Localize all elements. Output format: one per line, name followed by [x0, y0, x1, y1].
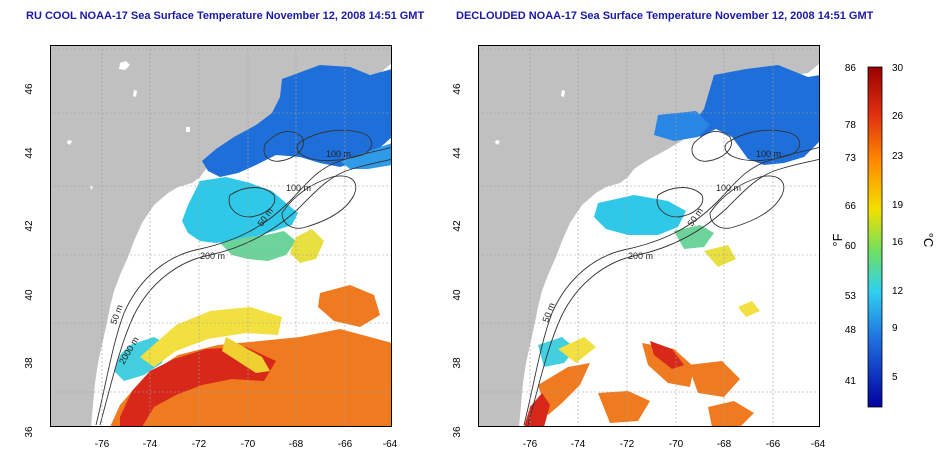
y-tick-label: 38 [452, 357, 463, 369]
fahrenheit-tick: 66 [845, 201, 857, 212]
cloud-speck [119, 61, 130, 70]
y-tick-label: 46 [452, 83, 463, 95]
x-tick-label: -72 [192, 439, 207, 450]
warm-orange-patch [598, 391, 650, 423]
gulf-stream-core [650, 341, 684, 369]
x-tick-label: -66 [766, 439, 781, 450]
y-tick-label: 40 [452, 289, 463, 301]
y-tick-label: 44 [24, 147, 35, 159]
x-tick-label: -74 [143, 439, 158, 450]
fahrenheit-tick: 78 [845, 120, 857, 131]
cloud-speck [186, 127, 190, 132]
warm-orange-patch [318, 285, 380, 327]
colorbar-gradient [867, 66, 883, 408]
contour-label: 100 m [756, 149, 781, 159]
contour-label: 200 m [200, 251, 225, 261]
cloud-speck [561, 90, 565, 97]
contour-label: 200 m [628, 251, 653, 261]
warm-yellow-band [704, 245, 736, 267]
cloud-speck [133, 90, 137, 97]
y-tick-label: 42 [24, 220, 35, 232]
green-water-band [674, 225, 714, 249]
fahrenheit-tick: 53 [845, 291, 857, 302]
green-water-band [220, 231, 296, 261]
x-tick-label: -66 [338, 439, 353, 450]
celsius-tick: 16 [892, 237, 904, 248]
left-map-axes: -76 -74 -72 -70 -68 -66 -64 36 38 40 42 … [24, 83, 398, 450]
y-tick-label: 36 [452, 426, 463, 438]
gulf-stream-streak [222, 337, 270, 373]
cool-water-band [594, 195, 686, 235]
cold-water-north [202, 65, 392, 177]
warm-orange-patch [708, 401, 754, 427]
grid-lines [478, 45, 820, 427]
cool-water-band [182, 177, 298, 243]
celsius-tick: 30 [892, 63, 904, 74]
celsius-tick: 23 [892, 151, 904, 162]
cold-water-north [654, 111, 710, 141]
celsius-tick: 19 [892, 200, 904, 211]
celsius-tick: 5 [892, 372, 898, 383]
fahrenheit-tick: 41 [845, 376, 857, 387]
warm-orange-south [538, 363, 590, 415]
x-tick-label: -64 [811, 439, 826, 450]
gulf-stream-core [524, 393, 550, 427]
y-tick-label: 44 [452, 147, 463, 159]
land-mass [50, 45, 392, 427]
grid-lines [50, 45, 392, 427]
x-tick-label: -70 [241, 439, 256, 450]
fahrenheit-unit-label: °F [830, 233, 845, 246]
cloud-speck [495, 140, 500, 145]
fahrenheit-tick: 73 [845, 153, 857, 164]
celsius-tick: 26 [892, 111, 904, 122]
map-frame [50, 45, 392, 427]
land-mass [478, 45, 820, 427]
celsius-unit-label: °C [921, 233, 936, 248]
depth-contours [95, 129, 392, 426]
contour-label: 100 m [326, 149, 351, 159]
celsius-tick: 12 [892, 286, 904, 297]
fahrenheit-tick: 60 [845, 241, 857, 252]
x-tick-label: -74 [571, 439, 586, 450]
y-tick-label: 36 [24, 426, 35, 438]
contour-label: 100 m [716, 183, 741, 193]
left-sst-map: 100 m 100 m 50 m 200 m 50 m 2000 m [50, 45, 392, 427]
y-tick-label: 42 [452, 220, 463, 232]
x-tick-label: -64 [383, 439, 398, 450]
right-sst-map: 100 m 100 m 50 m 200 m 50 m [478, 45, 820, 427]
x-tick-label: -76 [523, 439, 538, 450]
right-panel-title: DECLOUDED NOAA-17 Sea Surface Temperatur… [456, 10, 874, 22]
warm-yellow-band [290, 229, 324, 263]
warm-yellow-band [140, 307, 282, 367]
cool-water-shelf [538, 337, 576, 367]
left-panel-title: RU COOL NOAA-17 Sea Surface Temperature … [26, 10, 425, 22]
x-tick-label: -72 [620, 439, 635, 450]
y-tick-label: 40 [24, 289, 35, 301]
x-tick-label: -70 [669, 439, 684, 450]
celsius-tick: 9 [892, 323, 898, 334]
warm-yellow-band [558, 337, 596, 363]
map-frame [478, 45, 820, 427]
y-tick-label: 46 [24, 83, 35, 95]
x-tick-label: -68 [717, 439, 732, 450]
y-tick-label: 38 [24, 357, 35, 369]
cloud-speck [67, 140, 72, 145]
x-tick-label: -76 [95, 439, 110, 450]
right-map-axes: -76 -74 -72 -70 -68 -66 -64 36 38 40 42 … [452, 83, 826, 450]
temperature-colorbar: 86 78 73 66 60 53 48 41 30 26 23 19 16 1… [830, 63, 936, 408]
warm-yellow-band [738, 301, 760, 317]
fahrenheit-tick: 86 [845, 63, 857, 74]
warm-orange-patch [688, 361, 740, 397]
x-tick-label: -68 [289, 439, 304, 450]
depth-contours [523, 129, 820, 426]
gulf-stream-core [120, 347, 276, 427]
fahrenheit-tick: 48 [845, 325, 857, 336]
contour-label: 100 m [286, 183, 311, 193]
